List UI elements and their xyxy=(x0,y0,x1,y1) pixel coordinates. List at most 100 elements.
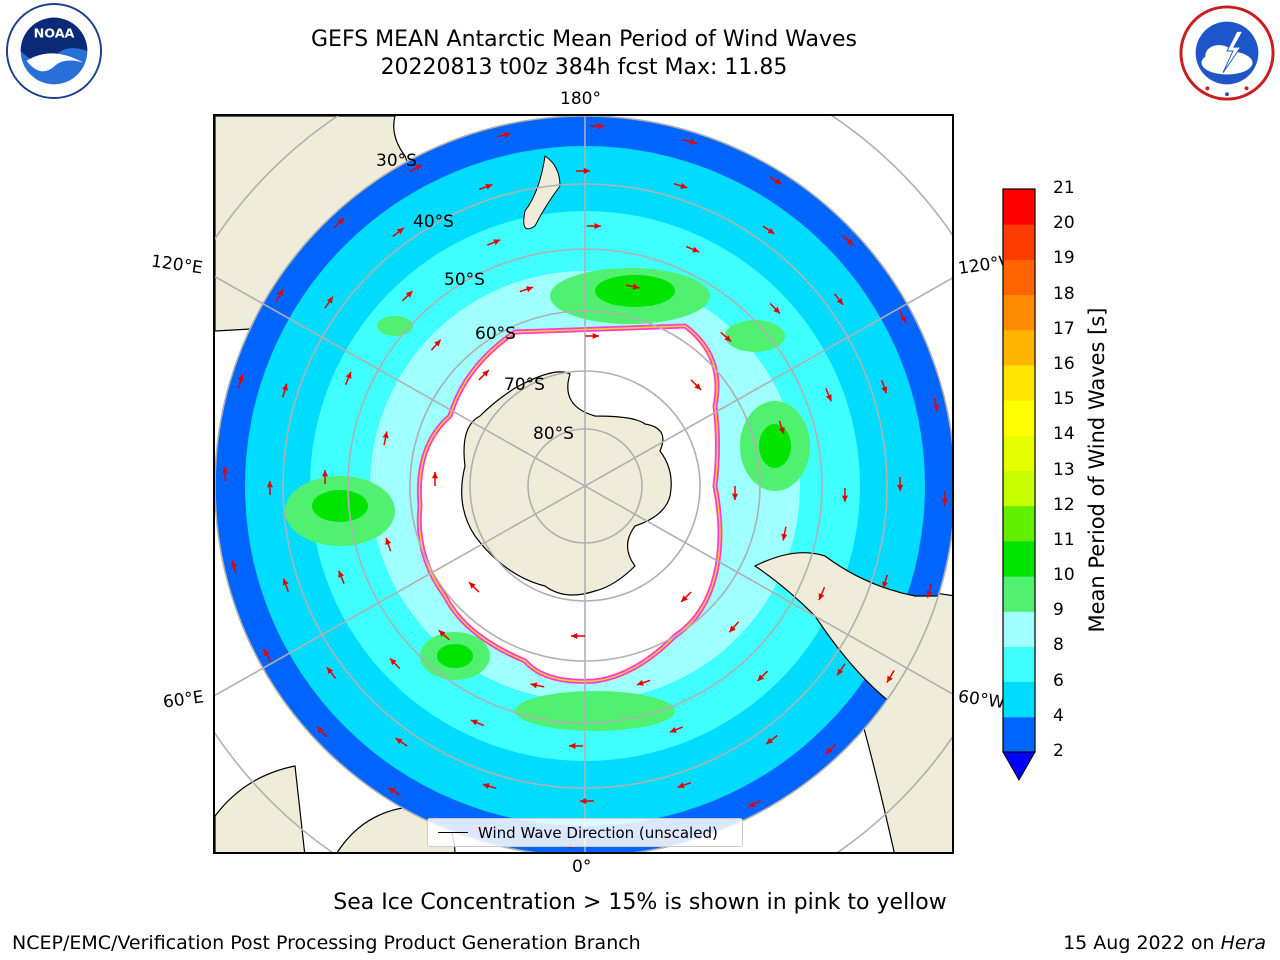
wave-arrow-head xyxy=(689,138,697,145)
colorbar-extend-min xyxy=(1002,751,1036,782)
wave-arrow-head xyxy=(724,335,732,342)
chart-title: GEFS MEAN Antarctic Mean Period of Wind … xyxy=(311,27,857,52)
antarctica-land xyxy=(461,371,672,596)
wave-arrow-head xyxy=(395,738,403,745)
wave-arrow-head xyxy=(345,371,352,379)
colorbar xyxy=(1002,188,1036,782)
lon-label-120e: 120°E xyxy=(149,251,204,279)
colorbar-segment xyxy=(1003,189,1035,225)
chart-subtitle: 20220813 t00z 384h fcst Max: 11.85 xyxy=(380,55,788,80)
colorbar-segment xyxy=(1003,364,1035,401)
graticule xyxy=(215,116,952,852)
colorbar-segment xyxy=(1003,611,1035,647)
nws-logo xyxy=(1179,5,1275,101)
wave-arrow-head xyxy=(748,801,756,808)
wave-arrow-head xyxy=(773,306,781,314)
wave-arrow-head xyxy=(263,649,270,657)
wave-arrow-head xyxy=(431,472,439,479)
lat-label-30s: 30°S xyxy=(376,151,417,171)
colorbar-segment xyxy=(1003,505,1035,542)
wave-arrow-head xyxy=(767,227,775,234)
wave-arrow-head xyxy=(322,470,329,477)
wave-arrow-head xyxy=(677,782,685,789)
sea-ice-footnote: Sea Ice Concentration > 15% is shown in … xyxy=(333,890,947,915)
wave-arrow-head xyxy=(583,167,591,174)
wave-arrow-head xyxy=(669,727,677,733)
wave-arrow-head xyxy=(926,590,933,598)
legend-label: Wind Wave Direction (unscaled) xyxy=(478,823,718,842)
wave-arrow-head xyxy=(282,578,289,586)
wave-arrow-head xyxy=(841,495,848,502)
colorbar-tick-label: 21 xyxy=(1053,178,1075,198)
colorbar-tick-label: 12 xyxy=(1053,494,1075,515)
lat-label-80s: 80°S xyxy=(533,424,574,444)
wave-arrow-head xyxy=(222,466,229,474)
wave-arrow-head xyxy=(237,374,244,382)
wave-arrow-head xyxy=(438,630,446,637)
wave-arrow-head xyxy=(826,394,832,402)
wave-arrow-head xyxy=(837,668,844,676)
colorbar-segment xyxy=(1003,259,1035,296)
wave-arrow-head xyxy=(766,737,774,745)
wave-arrow-head xyxy=(597,123,605,130)
lon-label-60w: 60°W xyxy=(956,686,1007,714)
noaa-logo-text: NOAA xyxy=(34,26,75,41)
wave-arrow-head xyxy=(530,682,538,689)
legend-line-swatch xyxy=(438,832,468,833)
colorbar-tick-label: 11 xyxy=(1053,529,1075,550)
lat-label-50s: 50°S xyxy=(444,270,485,290)
wave-arrow-head xyxy=(266,480,273,488)
wave-arrow-head xyxy=(881,386,888,394)
colorbar-tick-label: 18 xyxy=(1053,283,1075,304)
footer-branch: NCEP/EMC/Verification Post Processing Pr… xyxy=(12,932,641,954)
lon-label-0: 0° xyxy=(572,857,592,877)
wave-arrow-head xyxy=(729,625,736,633)
colorbar-label: Mean Period of Wind Waves [s] xyxy=(1085,307,1109,633)
map-panel xyxy=(213,114,954,854)
wave-arrow-head xyxy=(692,246,700,253)
colorbar-tick-label: 17 xyxy=(1053,318,1075,339)
wave-arrow-head xyxy=(897,484,904,492)
wave-arrow-head xyxy=(389,658,397,666)
colorbar-segment xyxy=(1003,435,1035,471)
colorbar-segment xyxy=(1003,716,1035,753)
colorbar-segment xyxy=(1003,224,1035,260)
footer-date-text: 15 Aug 2022 on xyxy=(1063,932,1221,954)
colorbar-tick-label: 15 xyxy=(1053,389,1075,410)
footer-host: Hera xyxy=(1220,932,1266,954)
wave-arrow-head xyxy=(886,675,893,683)
wave-arrow-head xyxy=(594,223,601,230)
wave-arrow-head xyxy=(405,290,413,298)
footer-date: 15 Aug 2022 on Hera xyxy=(1063,932,1266,954)
wave-arrow-head xyxy=(900,315,907,323)
wave-arrow-head xyxy=(846,238,854,246)
wave-arrow-head xyxy=(781,533,788,541)
polar-map xyxy=(215,116,952,852)
wave-arrow-head xyxy=(503,132,511,139)
wave-arrow-head xyxy=(774,178,782,185)
wave-arrow-head xyxy=(569,742,576,749)
wave-arrow-head xyxy=(469,582,476,589)
lon-label-180: 180° xyxy=(560,89,601,109)
wave-arrow-head xyxy=(231,560,238,568)
wave-arrow-head xyxy=(592,332,599,340)
wave-arrow-head xyxy=(818,593,825,601)
colorbar-tick-label: 19 xyxy=(1053,248,1075,269)
colorbar-tick-label: 14 xyxy=(1053,424,1075,445)
colorbar-tick-label: 9 xyxy=(1053,600,1064,621)
wave-arrow-head xyxy=(493,239,501,245)
wave-arrow-head xyxy=(632,283,640,290)
wave-arrow-head xyxy=(414,164,422,171)
wave-arrow-head xyxy=(579,798,587,805)
wave-arrow-head xyxy=(326,667,334,675)
wave-arrow-head xyxy=(836,297,844,305)
wave-arrow-head xyxy=(485,183,493,190)
wave-arrow-head xyxy=(470,719,478,726)
wave-arrow-head xyxy=(526,286,534,293)
wave-arrow-head xyxy=(636,679,644,686)
colorbar-segment xyxy=(1003,294,1035,331)
wave-arrow-head xyxy=(338,570,344,578)
colorbar-segment xyxy=(1003,329,1035,366)
colorbar-segment xyxy=(1003,681,1035,718)
lon-label-60e: 60°E xyxy=(161,687,206,713)
